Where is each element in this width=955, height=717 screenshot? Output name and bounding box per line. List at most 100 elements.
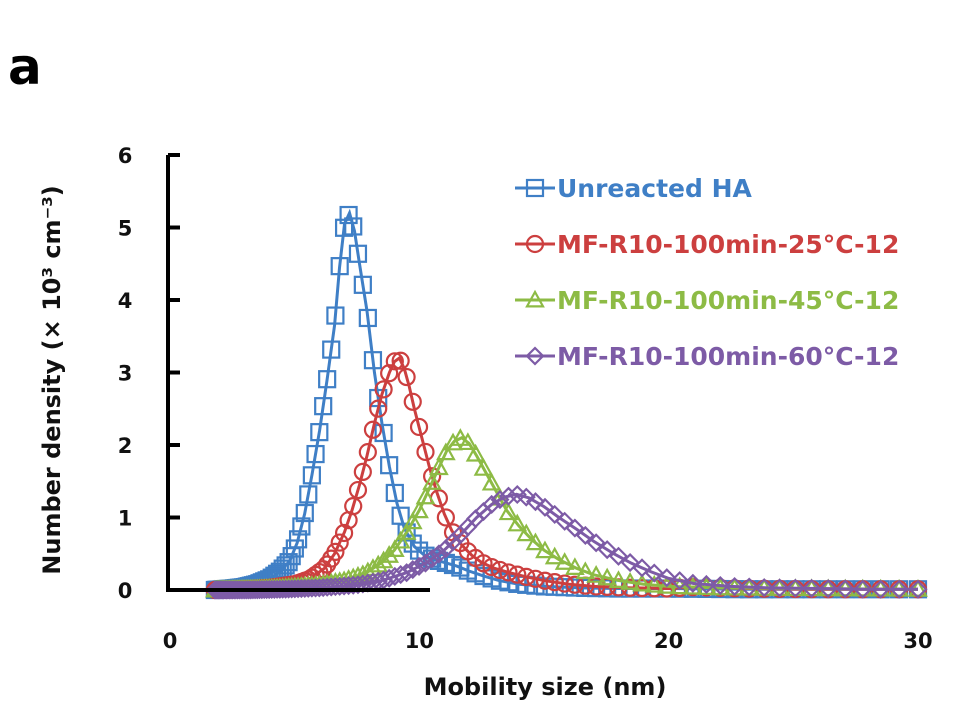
data-point xyxy=(279,579,299,599)
data-point xyxy=(587,577,606,596)
data-point xyxy=(299,485,318,504)
data-point xyxy=(339,576,359,596)
legend-marker-circle xyxy=(525,234,545,254)
panel-label: a xyxy=(8,38,42,96)
data-point xyxy=(683,573,703,593)
data-point xyxy=(535,497,555,517)
y-tick-label: 0 xyxy=(118,579,133,603)
series-1 xyxy=(205,205,928,600)
data-point xyxy=(525,532,546,551)
data-point xyxy=(802,578,822,599)
data-point xyxy=(339,205,358,225)
data-point xyxy=(526,569,545,588)
data-point xyxy=(473,458,494,476)
y-tick-label: 3 xyxy=(118,362,133,386)
data-point xyxy=(429,457,449,476)
data-point xyxy=(535,540,555,559)
data-point xyxy=(482,494,502,515)
legend-label: MF-R10-100min-45°C-12 xyxy=(557,286,899,315)
data-point xyxy=(490,560,510,580)
data-point xyxy=(507,513,528,532)
data-point xyxy=(632,573,652,592)
data-point xyxy=(644,574,665,593)
y-tick-label: 4 xyxy=(118,289,133,313)
data-point xyxy=(499,563,518,582)
data-point xyxy=(391,351,410,370)
data-point xyxy=(422,549,442,569)
y-tick-label: 5 xyxy=(118,217,133,241)
data-point xyxy=(403,560,423,580)
x-tick-label: 20 xyxy=(654,629,683,653)
data-point xyxy=(608,546,629,566)
data-point xyxy=(334,576,354,596)
data-point xyxy=(544,546,565,565)
data-point xyxy=(725,576,745,597)
data-point xyxy=(545,504,565,524)
series-line xyxy=(214,355,918,592)
data-point xyxy=(597,567,618,586)
data-point xyxy=(435,442,456,461)
data-point xyxy=(385,483,404,503)
data-point xyxy=(565,518,585,538)
data-point xyxy=(330,533,349,552)
data-point xyxy=(358,308,377,328)
data-point xyxy=(358,443,377,462)
series-2 xyxy=(205,351,928,600)
y-axis-title: Number density (× 10³ cm⁻³) xyxy=(38,185,66,574)
y-tick-label: 2 xyxy=(118,434,133,458)
data-point xyxy=(384,539,405,558)
data-point xyxy=(670,571,690,591)
data-point xyxy=(322,340,341,359)
data-point xyxy=(422,472,442,490)
data-point xyxy=(373,550,394,569)
x-tick-label: 0 xyxy=(163,629,178,653)
data-point xyxy=(443,432,463,451)
data-point xyxy=(498,502,519,521)
data-point xyxy=(696,574,716,595)
x-axis-title: Mobility size (nm) xyxy=(424,673,667,701)
data-point xyxy=(292,517,311,536)
data-point xyxy=(889,579,909,599)
data-point xyxy=(575,561,596,580)
data-point xyxy=(348,480,368,500)
x-tick-label: 10 xyxy=(405,629,434,653)
data-point xyxy=(555,511,575,531)
data-point xyxy=(326,306,345,325)
data-point xyxy=(390,530,411,549)
data-point xyxy=(575,525,595,545)
data-point xyxy=(374,423,393,443)
data-point xyxy=(385,352,404,371)
data-point xyxy=(276,556,295,575)
data-point xyxy=(474,554,493,573)
data-point xyxy=(415,553,436,573)
legend-item: MF-R10-100min-25°C-12 xyxy=(515,230,899,259)
series-line xyxy=(214,208,918,592)
data-point xyxy=(374,380,393,399)
data-point xyxy=(348,244,368,263)
data-point xyxy=(285,539,304,558)
data-point xyxy=(288,530,308,549)
series-4 xyxy=(205,484,928,600)
data-point xyxy=(396,522,417,540)
data-point xyxy=(490,490,510,510)
data-point xyxy=(353,275,372,294)
data-point xyxy=(344,217,363,236)
data-point xyxy=(306,444,325,464)
data-point xyxy=(279,553,298,572)
data-point xyxy=(348,575,368,595)
data-point xyxy=(450,428,471,446)
data-point xyxy=(525,492,546,512)
data-point xyxy=(481,472,502,491)
legend-label: Unreacted HA xyxy=(557,174,753,203)
data-point xyxy=(620,552,640,573)
data-point xyxy=(397,367,416,387)
data-point xyxy=(608,570,629,589)
data-point xyxy=(330,576,350,596)
data-point xyxy=(508,565,527,584)
data-point xyxy=(586,533,606,553)
legend-item: Unreacted HA xyxy=(515,174,753,203)
legend-marker-square xyxy=(525,178,545,198)
legend: Unreacted HA MF-R10-100min-25°C-12 MF-R10-… xyxy=(515,174,899,371)
data-point xyxy=(326,542,345,562)
data-point xyxy=(353,462,372,482)
